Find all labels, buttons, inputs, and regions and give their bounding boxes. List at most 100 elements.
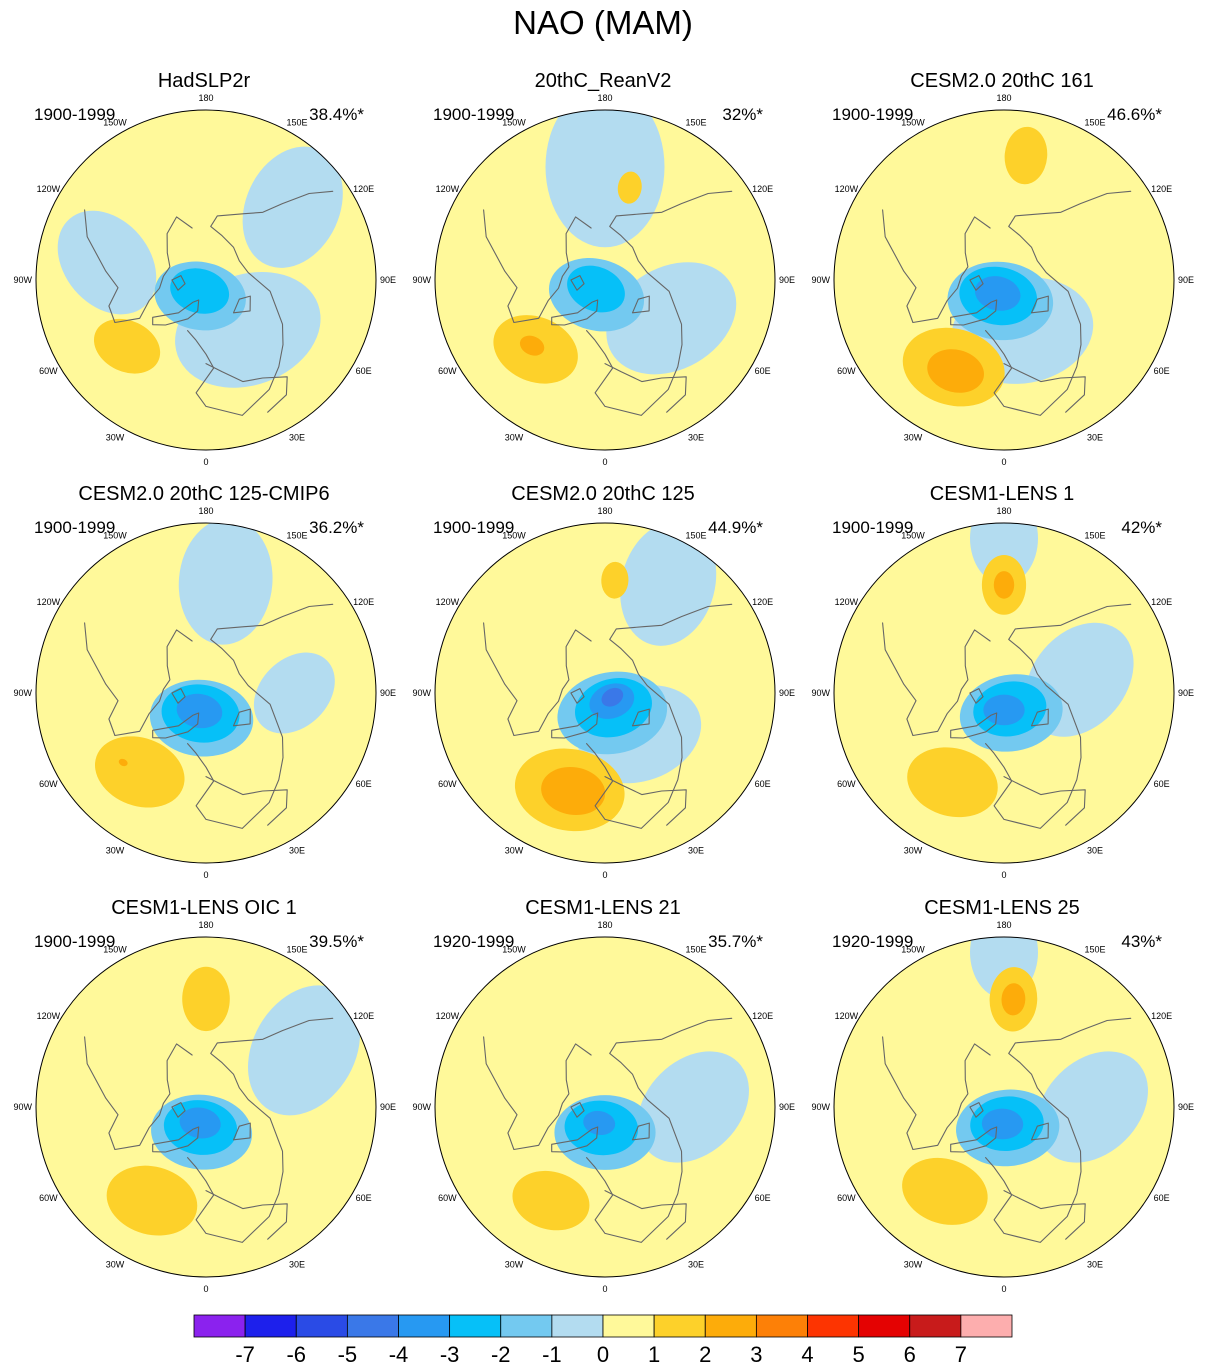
coastline-segment (1003, 776, 1086, 826)
longitude-label: 60E (356, 366, 372, 376)
panel-period: 1900-1999 (832, 518, 913, 537)
coastline-segment (985, 1017, 1132, 1243)
colorbar-swatch (398, 1314, 451, 1338)
colorbar-label: -7 (235, 1342, 255, 1367)
colorbar-swatch (704, 1314, 757, 1338)
anomaly-contour (637, 1051, 749, 1163)
colorbar-label: 3 (750, 1342, 762, 1367)
longitude-label: 60W (438, 366, 457, 376)
coastline-segment (483, 622, 592, 737)
anomaly-contour (182, 966, 230, 1032)
panel-period: 1900-1999 (433, 518, 514, 537)
longitude-label: 120W (835, 597, 859, 607)
longitude-label: 180 (996, 506, 1011, 516)
longitude-label: 150E (685, 944, 706, 954)
coastline-segment (969, 688, 984, 704)
coastline-segment (631, 708, 650, 727)
anomaly-contour (902, 1157, 988, 1225)
longitude-label: 60E (755, 1193, 771, 1203)
anomaly-field (36, 937, 376, 1277)
longitude-label: 120W (835, 1011, 859, 1021)
panel-period: 1920-1999 (433, 932, 514, 951)
coastline-segment (232, 1122, 251, 1141)
coastline-segment (586, 603, 733, 829)
coastline-segment (232, 708, 251, 727)
panel-period: 1920-1999 (832, 932, 913, 951)
colorbar-swatch (551, 1314, 604, 1338)
longitude-label: 30W (106, 846, 125, 856)
coastline-segment (882, 209, 991, 324)
map-panel: 180 150E 120E 90E 60E 30E 0 30W 60W 90W 120W 150W CE… (811, 70, 1194, 467)
longitude-label: 0 (1001, 1284, 1006, 1294)
coastline-segment (570, 1102, 585, 1118)
longitude-label: 120E (353, 1011, 374, 1021)
longitude-label: 150W (502, 530, 526, 540)
longitude-label: 90W (412, 275, 431, 285)
anomaly-contour (129, 110, 283, 244)
panel-title: CESM2.0 20thC 125 (511, 483, 694, 505)
longitude-label: 120W (436, 1011, 460, 1021)
colorbar-label: 0 (597, 1342, 609, 1367)
anomaly-contour (179, 1107, 221, 1139)
longitude-label: 150W (103, 530, 127, 540)
coastline (84, 603, 334, 829)
panel-variance: 43%* (1121, 932, 1162, 951)
panel-variance: 35.7%* (708, 932, 763, 951)
panel-period: 1900-1999 (34, 518, 115, 537)
colorbar-swatch (244, 1314, 297, 1338)
longitude-label: 90E (380, 275, 396, 285)
coastline-segment (171, 275, 186, 291)
colorbar-swatch (500, 1314, 553, 1338)
longitude-label: 30E (289, 433, 305, 443)
map-panel: 180 150E 120E 90E 60E 30E 0 30W 60W 90W 120W 150W CE… (811, 483, 1194, 880)
coastline (882, 190, 1132, 416)
longitude-label: 90W (13, 1102, 32, 1112)
coastline-segment (187, 603, 334, 829)
longitude-label: 90W (811, 275, 830, 285)
longitude-label: 30W (106, 1260, 125, 1270)
colorbar-label: 2 (699, 1342, 711, 1367)
panel-title: CESM2.0 20thC 161 (910, 70, 1093, 92)
map-outline (434, 936, 776, 1278)
anomaly-contour (541, 766, 606, 816)
colorbar-swatch (653, 1314, 706, 1338)
longitude-label: 30E (688, 846, 704, 856)
longitude-label: 60W (39, 779, 58, 789)
coastline-segment (187, 190, 334, 416)
panel-period: 1900-1999 (832, 105, 913, 124)
longitude-label: 90E (1178, 275, 1194, 285)
longitude-label: 120W (37, 1011, 61, 1021)
colorbar-swatch (602, 1314, 655, 1338)
colorbar-label: 6 (904, 1342, 916, 1367)
longitude-label: 120E (353, 597, 374, 607)
coastline-segment (604, 363, 687, 413)
map-outline (833, 109, 1175, 451)
longitude-label: 0 (1001, 457, 1006, 467)
anomaly-contour (993, 571, 1015, 599)
panel-period: 1900-1999 (433, 105, 514, 124)
anomaly-field (834, 937, 1174, 1277)
coastline-segment (1030, 708, 1049, 727)
coastline-segment (152, 299, 200, 326)
colorbar-swatch (858, 1314, 911, 1338)
coastline-segment (171, 1102, 186, 1118)
anomaly-contour (1001, 983, 1026, 1016)
coastline-segment (152, 712, 200, 739)
longitude-label: 90W (412, 1102, 431, 1112)
anomaly-contour (927, 349, 984, 393)
anomaly-contour (974, 276, 1021, 311)
coastline-segment (604, 1190, 687, 1240)
figure-title: NAO (MAM) (513, 4, 693, 41)
colorbar-swatch (193, 1314, 246, 1338)
longitude-label: 150E (685, 117, 706, 127)
coastline-segment (1030, 1122, 1049, 1141)
longitude-label: 150W (901, 944, 925, 954)
coastline-segment (985, 190, 1132, 416)
longitude-label: 150E (1084, 117, 1105, 127)
coastline-segment (84, 622, 193, 737)
panel-variance: 38.4%* (309, 105, 364, 124)
coastline-segment (483, 209, 592, 324)
map-panel: 180 150E 120E 90E 60E 30E 0 30W 60W 90W 120W 150W CE… (412, 897, 795, 1294)
coastline (483, 1017, 733, 1243)
colorbar-swatch (449, 1314, 502, 1338)
